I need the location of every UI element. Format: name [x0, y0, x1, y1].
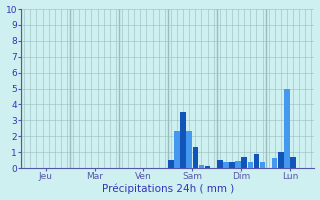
- Bar: [284, 89, 290, 168]
- Bar: [235, 161, 241, 168]
- Bar: [217, 160, 222, 168]
- Bar: [290, 157, 296, 168]
- Bar: [168, 160, 174, 168]
- Bar: [260, 162, 265, 168]
- Bar: [199, 165, 204, 168]
- Bar: [248, 162, 253, 168]
- Bar: [229, 162, 235, 168]
- Bar: [187, 131, 192, 168]
- Bar: [278, 152, 284, 168]
- Bar: [174, 131, 180, 168]
- X-axis label: Précipitations 24h ( mm ): Précipitations 24h ( mm ): [102, 184, 234, 194]
- Bar: [272, 158, 277, 168]
- Bar: [180, 112, 186, 168]
- Bar: [193, 147, 198, 168]
- Bar: [205, 166, 210, 168]
- Bar: [254, 154, 259, 168]
- Bar: [242, 157, 247, 168]
- Bar: [223, 162, 228, 168]
